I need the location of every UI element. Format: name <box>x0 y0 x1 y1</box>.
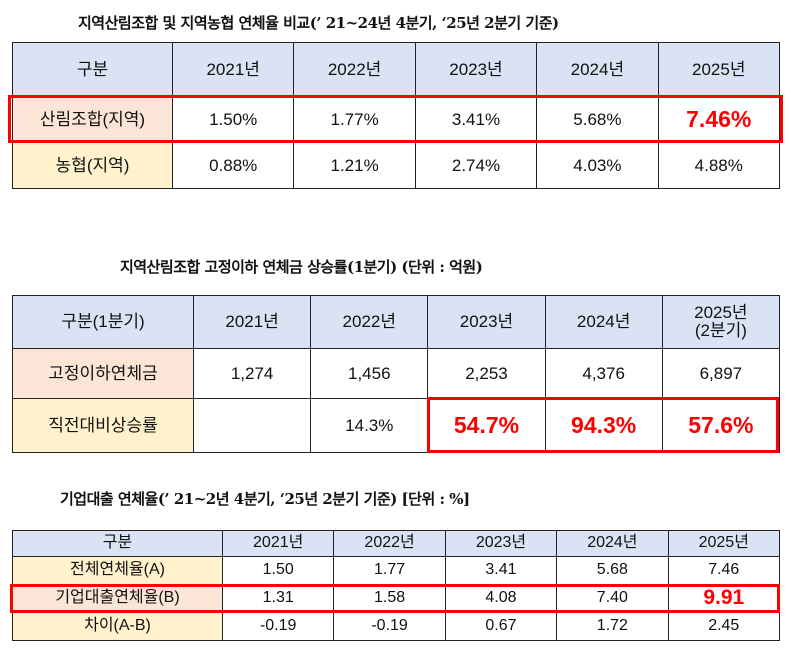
table-row: 전체연체율(A) 1.50 1.77 3.41 5.68 7.46 <box>12 556 780 585</box>
table-header-row: 구분 2021년 2022년 2023년 2024년 2025년 <box>12 530 780 557</box>
column-header: 2022년 <box>333 530 446 557</box>
row-label: 농협(지역) <box>12 142 173 189</box>
table-cell: 5.68% <box>536 96 659 143</box>
table-row: 직전대비상승률 14.3% 54.7% 94.3% 57.6% <box>12 398 780 453</box>
table-row: 차이(A-B) -0.19 -0.19 0.67 1.72 2.45 <box>12 612 780 641</box>
corporate-loan-delinquency-table: 구분 2021년 2022년 2023년 2024년 2025년 전체연체율(A) 1.50 1… <box>12 530 780 641</box>
table-cell: 7.40 <box>556 584 669 613</box>
table-cell: 1.21% <box>293 142 416 189</box>
table-cell: 6,897 <box>661 348 780 399</box>
table-cell: 54.7% <box>427 398 546 453</box>
column-header: 구분 <box>12 42 173 97</box>
table-cell: 2.45 <box>667 612 780 641</box>
table-cell: 1,274 <box>192 348 312 399</box>
column-header: 2023년 <box>444 530 558 557</box>
row-label: 산림조합(지역) <box>12 96 173 143</box>
table-cell: 9.91 <box>667 584 780 613</box>
row-label: 전체연체율(A) <box>12 556 223 585</box>
table-row: 고정이하연체금 1,274 1,456 2,253 4,376 6,897 <box>12 348 780 399</box>
column-header: 2024년 <box>536 42 659 97</box>
table-cell: 1.31 <box>221 584 335 613</box>
table-header-row: 구분(1분기) 2021년 2022년 2023년 2024년 2025년 (2분기) <box>12 295 780 349</box>
substandard-loans-table: 구분(1분기) 2021년 2022년 2023년 2024년 2025년 (2분기) 고정… <box>12 295 780 453</box>
row-label: 기업대출연체율(B) <box>12 584 223 613</box>
table-row: 산림조합(지역) 1.50% 1.77% 3.41% 5.68% 7.46% <box>12 96 780 143</box>
table-cell: 4.08 <box>444 584 558 613</box>
table-cell: 4.88% <box>657 142 780 189</box>
column-header: 2023년 <box>427 295 546 349</box>
column-header: 2021년 <box>221 530 335 557</box>
delinquency-comparison-table: 구분 2021년 2022년 2023년 2024년 2025년 산림조합(지역) 1.50%… <box>12 42 780 189</box>
table-cell: -0.19 <box>221 612 335 641</box>
table-cell: 94.3% <box>544 398 663 453</box>
column-header: 2025년 <box>657 42 780 97</box>
table-cell: 1,456 <box>310 348 429 399</box>
table-cell: 1.50% <box>171 96 295 143</box>
column-header: 2025년 (2분기) <box>661 295 780 349</box>
table-row: 농협(지역) 0.88% 1.21% 2.74% 4.03% 4.88% <box>12 142 780 189</box>
table-cell: 1.77% <box>293 96 416 143</box>
table2-title: 지역산림조합 고정이하 연체금 상승률(1분기) (단위 : 억원) <box>120 258 483 276</box>
table-cell: 4.03% <box>536 142 659 189</box>
table-cell: 4,376 <box>544 348 663 399</box>
column-header: 2022년 <box>310 295 429 349</box>
table-cell: 5.68 <box>556 556 669 585</box>
table-cell: 1.58 <box>333 584 446 613</box>
table-row: 기업대출연체율(B) 1.31 1.58 4.08 7.40 9.91 <box>12 584 780 613</box>
table-cell: 7.46 <box>667 556 780 585</box>
column-header: 2023년 <box>414 42 538 97</box>
column-header: 2021년 <box>192 295 312 349</box>
column-header: 2025년 <box>667 530 780 557</box>
table-cell <box>192 398 312 453</box>
table-cell: 3.41 <box>444 556 558 585</box>
column-header: 2022년 <box>293 42 416 97</box>
table-cell: -0.19 <box>333 612 446 641</box>
row-label: 직전대비상승률 <box>12 398 194 453</box>
table-cell: 1.72 <box>556 612 669 641</box>
table-cell: 14.3% <box>310 398 429 453</box>
table-cell: 57.6% <box>661 398 780 453</box>
table1-title: 지역산림조합 및 지역농협 연체율 비교(’ 21~24년 4분기, ‘25년 … <box>78 14 559 32</box>
table-cell: 1.50 <box>221 556 335 585</box>
row-label: 고정이하연체금 <box>12 348 194 399</box>
column-header: 2021년 <box>171 42 295 97</box>
column-header: 구분(1분기) <box>12 295 194 349</box>
table-cell: 1.77 <box>333 556 446 585</box>
table-cell: 0.88% <box>171 142 295 189</box>
table-cell: 3.41% <box>414 96 538 143</box>
table-cell: 0.67 <box>444 612 558 641</box>
column-header: 2024년 <box>544 295 663 349</box>
table-cell: 2,253 <box>427 348 546 399</box>
row-label: 차이(A-B) <box>12 612 223 641</box>
table-cell: 7.46% <box>657 96 780 143</box>
column-header: 2024년 <box>556 530 669 557</box>
column-header: 구분 <box>12 530 223 557</box>
table-header-row: 구분 2021년 2022년 2023년 2024년 2025년 <box>12 42 780 97</box>
table3-title: 기업대출 연체율(’ 21~2년 4분기, ‘25년 2분기 기준) [단위 :… <box>60 490 470 508</box>
table-cell: 2.74% <box>414 142 538 189</box>
